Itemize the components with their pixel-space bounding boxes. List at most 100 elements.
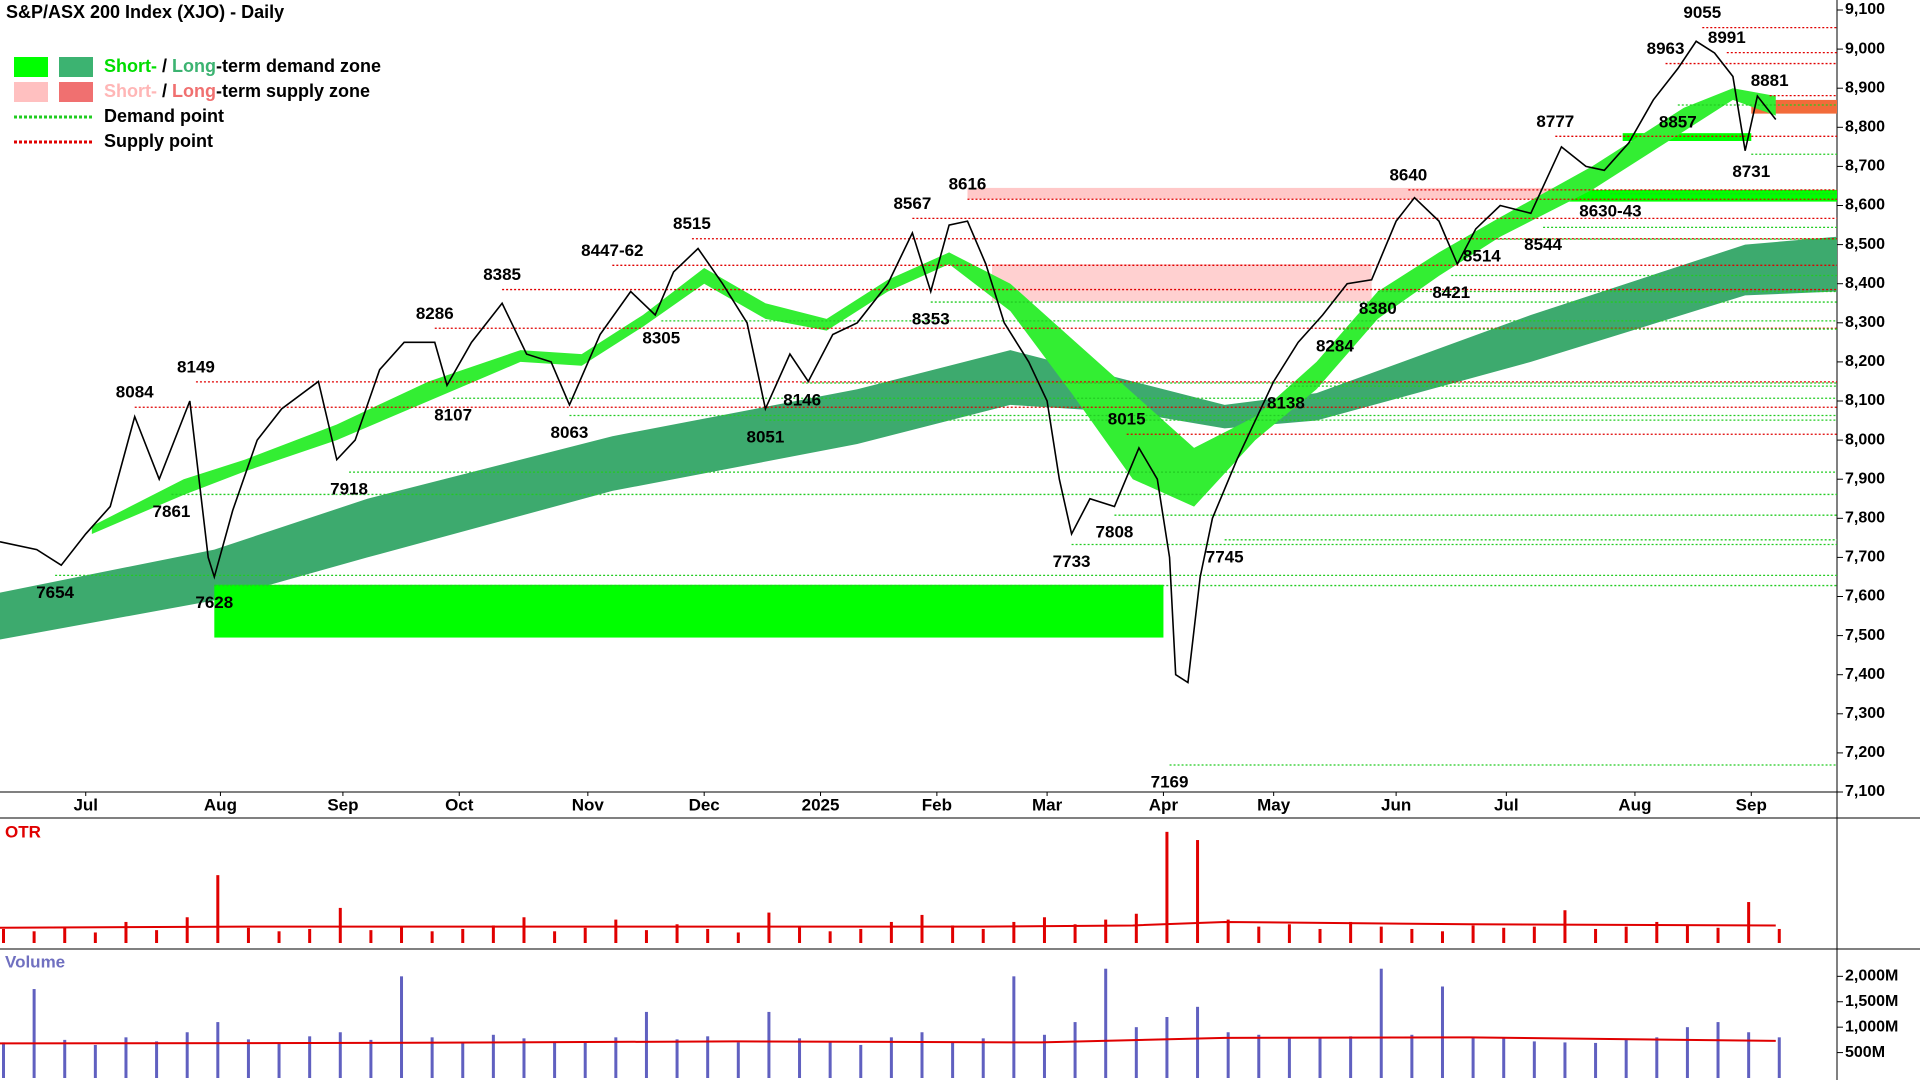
legend-text: -term demand zone <box>216 56 381 76</box>
bar <box>1318 1038 1322 1078</box>
point-label: 8107 <box>434 406 472 425</box>
y-tick-label: 8,300 <box>1845 314 1885 331</box>
y-tick-label: 7,200 <box>1845 744 1885 761</box>
bar <box>1563 1042 1567 1078</box>
y-tick-label: 8,200 <box>1845 353 1885 370</box>
y-tick-label: 7,800 <box>1845 510 1885 527</box>
bar <box>1502 927 1506 943</box>
point-label: 9055 <box>1683 3 1721 22</box>
bar <box>736 932 740 943</box>
bar <box>491 1034 495 1078</box>
point-label: 7654 <box>36 583 74 602</box>
bar <box>400 976 404 1078</box>
bar <box>1440 931 1444 943</box>
legend-label: Demand point <box>104 106 224 126</box>
bar <box>1104 919 1108 943</box>
bar <box>1134 913 1138 943</box>
bar <box>1594 1042 1598 1078</box>
bar <box>308 1036 312 1078</box>
bar <box>1716 1022 1720 1078</box>
bar <box>491 925 495 943</box>
bar <box>798 926 802 943</box>
long-term-band <box>0 236 1837 640</box>
average-line <box>0 1036 1776 1045</box>
panel-title: Volume <box>5 952 65 971</box>
point-label: 8284 <box>1316 337 1354 356</box>
y-tick-label: 8,800 <box>1845 119 1885 136</box>
point-label: 8051 <box>747 428 785 447</box>
point-label: 8447-62 <box>581 241 643 260</box>
y-tick-label: 8,100 <box>1845 392 1885 409</box>
point-label: 8353 <box>912 310 950 329</box>
legend-swatch <box>59 82 93 102</box>
x-tick-label: Dec <box>689 795 720 814</box>
zone <box>1622 133 1752 141</box>
bar <box>1165 1017 1169 1078</box>
bar <box>706 1036 710 1078</box>
price-line <box>0 40 1777 684</box>
bar <box>553 931 557 943</box>
point-label: 7918 <box>330 480 368 499</box>
bar <box>1410 928 1414 943</box>
bar <box>1349 1036 1353 1078</box>
y-tick-label: 1,500M <box>1845 993 1898 1010</box>
zone <box>214 584 1164 638</box>
bar <box>155 1041 159 1078</box>
bar <box>1318 928 1322 943</box>
y-tick-label: 1,000M <box>1845 1018 1898 1035</box>
bar <box>889 1037 893 1078</box>
bar <box>1532 926 1536 943</box>
bar <box>1042 1034 1046 1078</box>
bar <box>338 907 342 943</box>
bar <box>951 1042 955 1078</box>
bar <box>1042 917 1046 943</box>
bar <box>93 932 97 943</box>
zone <box>967 187 1562 200</box>
bar <box>1196 840 1200 943</box>
bar <box>920 914 924 943</box>
bar <box>185 917 189 943</box>
legend-swatch <box>59 57 93 77</box>
bar <box>767 1011 771 1078</box>
bar <box>828 1041 832 1078</box>
point-label: 7861 <box>153 502 191 521</box>
bar <box>155 930 159 943</box>
average-line <box>0 920 1776 929</box>
bar <box>369 1039 373 1078</box>
bar <box>981 1038 985 1078</box>
x-tick-label: Jul <box>1494 795 1519 814</box>
bar <box>1257 1034 1261 1078</box>
point-label: 8777 <box>1536 112 1574 131</box>
point-label: 8305 <box>642 328 680 347</box>
bar <box>706 928 710 943</box>
bar <box>124 921 128 943</box>
bar <box>1226 1032 1230 1078</box>
zone <box>1561 189 1837 202</box>
point-label: 8015 <box>1108 410 1146 429</box>
bar <box>1624 1039 1628 1078</box>
bar <box>1349 921 1353 943</box>
bar <box>1379 968 1383 1078</box>
legend-label: Supply point <box>104 131 213 151</box>
point-label: 8857 <box>1659 112 1697 131</box>
y-tick-label: 8,700 <box>1845 158 1885 175</box>
zone <box>991 264 1372 302</box>
bar <box>216 1022 220 1078</box>
chart-title: S&P/ASX 200 Index (XJO) - Daily <box>6 2 284 22</box>
point-label: 8567 <box>893 194 931 213</box>
bar <box>1410 1034 1414 1078</box>
point-label: 8138 <box>1267 394 1305 413</box>
legend-text: / <box>157 56 172 76</box>
point-label: 7628 <box>195 593 233 612</box>
y-tick-label: 8,900 <box>1845 79 1885 96</box>
bar <box>1502 1038 1506 1078</box>
bar <box>1777 928 1781 943</box>
y-tick-label: 7,400 <box>1845 666 1885 683</box>
legend-swatch <box>14 57 48 77</box>
point-label: 8063 <box>551 423 589 442</box>
bar <box>1747 1032 1751 1078</box>
bar <box>889 921 893 943</box>
y-tick-label: 7,900 <box>1845 470 1885 487</box>
legend-text: Supply point <box>104 131 213 151</box>
bar <box>1716 927 1720 943</box>
